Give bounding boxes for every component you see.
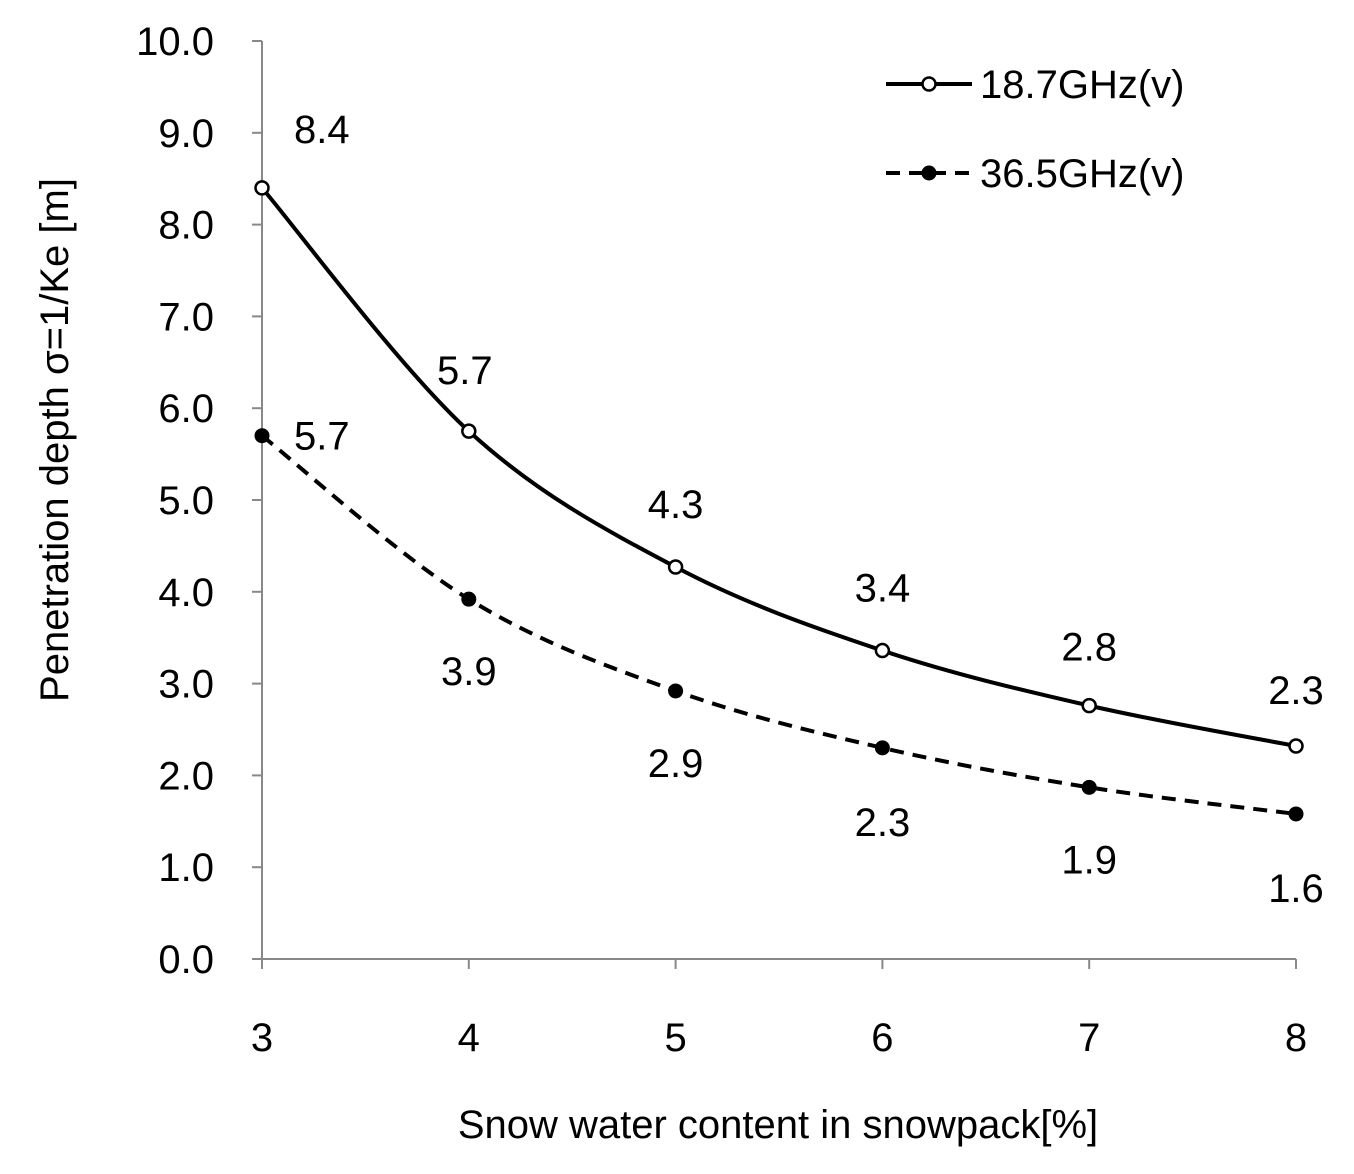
data-point — [874, 740, 890, 756]
y-tick-label: 4.0 — [158, 571, 214, 615]
legend-label-18-7: 18.7GHz(v) — [980, 63, 1185, 107]
data-point — [1288, 738, 1304, 754]
data-label: 2.8 — [1061, 626, 1117, 670]
data-labels-layer: 8.4 5.7 4.3 3.4 2.8 2.3 5.7 3.9 2.9 2.3 1.9 1.6 — [294, 108, 1324, 911]
data-label: 2.3 — [1268, 669, 1324, 713]
data-point — [667, 559, 684, 575]
data-label: 2.3 — [855, 801, 911, 845]
data-point — [254, 428, 270, 444]
series-1 — [254, 180, 1304, 754]
y-tick-label: 9.0 — [158, 112, 214, 156]
data-point — [1081, 697, 1097, 714]
series-line — [260, 434, 1297, 816]
legend: 18.7GHz(v) 36.5GHz(v) — [886, 63, 1185, 196]
series-2 — [254, 428, 1304, 822]
series-layer — [254, 180, 1304, 822]
x-tick-label: 6 — [871, 1016, 893, 1060]
y-tick-label: 7.0 — [158, 295, 214, 339]
y-tick-label: 3.0 — [158, 663, 214, 707]
data-point — [874, 642, 891, 659]
y-tick-label: 1.0 — [158, 846, 214, 890]
data-label: 3.4 — [855, 567, 911, 611]
x-tick-label: 3 — [251, 1016, 273, 1060]
y-tick-label: 5.0 — [158, 479, 214, 523]
data-label: 5.7 — [294, 415, 350, 459]
data-label: 1.9 — [1061, 838, 1117, 882]
x-tick-label: 7 — [1078, 1016, 1100, 1060]
y-axis-title: Penetration depth σ=1/Ke [m] — [33, 178, 77, 702]
data-point — [668, 683, 684, 699]
data-label: 8.4 — [294, 108, 350, 152]
data-label: 3.9 — [441, 650, 497, 694]
y-tick-label: 2.0 — [158, 754, 214, 798]
y-tick-label: 6.0 — [158, 387, 214, 431]
data-label: 4.3 — [648, 483, 704, 527]
data-point — [1288, 806, 1304, 822]
legend-marker-18-7 — [921, 76, 937, 92]
y-tick-label: 10.0 — [136, 20, 214, 64]
data-label: 5.7 — [437, 349, 493, 393]
data-label: 1.6 — [1268, 867, 1324, 911]
data-label: 2.9 — [648, 742, 704, 786]
y-tick-label: 8.0 — [158, 204, 214, 248]
series-line — [260, 186, 1297, 748]
y-tick-label: 0.0 — [158, 938, 214, 982]
x-axis-ticks: 3 4 5 6 7 8 — [251, 959, 1307, 1060]
legend-marker-36-5 — [921, 165, 937, 181]
data-point — [1081, 779, 1097, 795]
x-tick-label: 5 — [664, 1016, 686, 1060]
x-tick-label: 8 — [1285, 1016, 1307, 1060]
y-axis-ticks: 0.0 1.0 2.0 3.0 4.0 5.0 6.0 7.0 8.0 9.0 10.0 — [136, 20, 262, 982]
x-tick-label: 4 — [458, 1016, 480, 1060]
data-point — [254, 180, 270, 196]
legend-label-36-5: 36.5GHz(v) — [980, 152, 1185, 196]
x-axis-title: Snow water content in snowpack[%] — [458, 1103, 1098, 1147]
data-point — [461, 423, 477, 439]
data-point — [461, 591, 477, 607]
